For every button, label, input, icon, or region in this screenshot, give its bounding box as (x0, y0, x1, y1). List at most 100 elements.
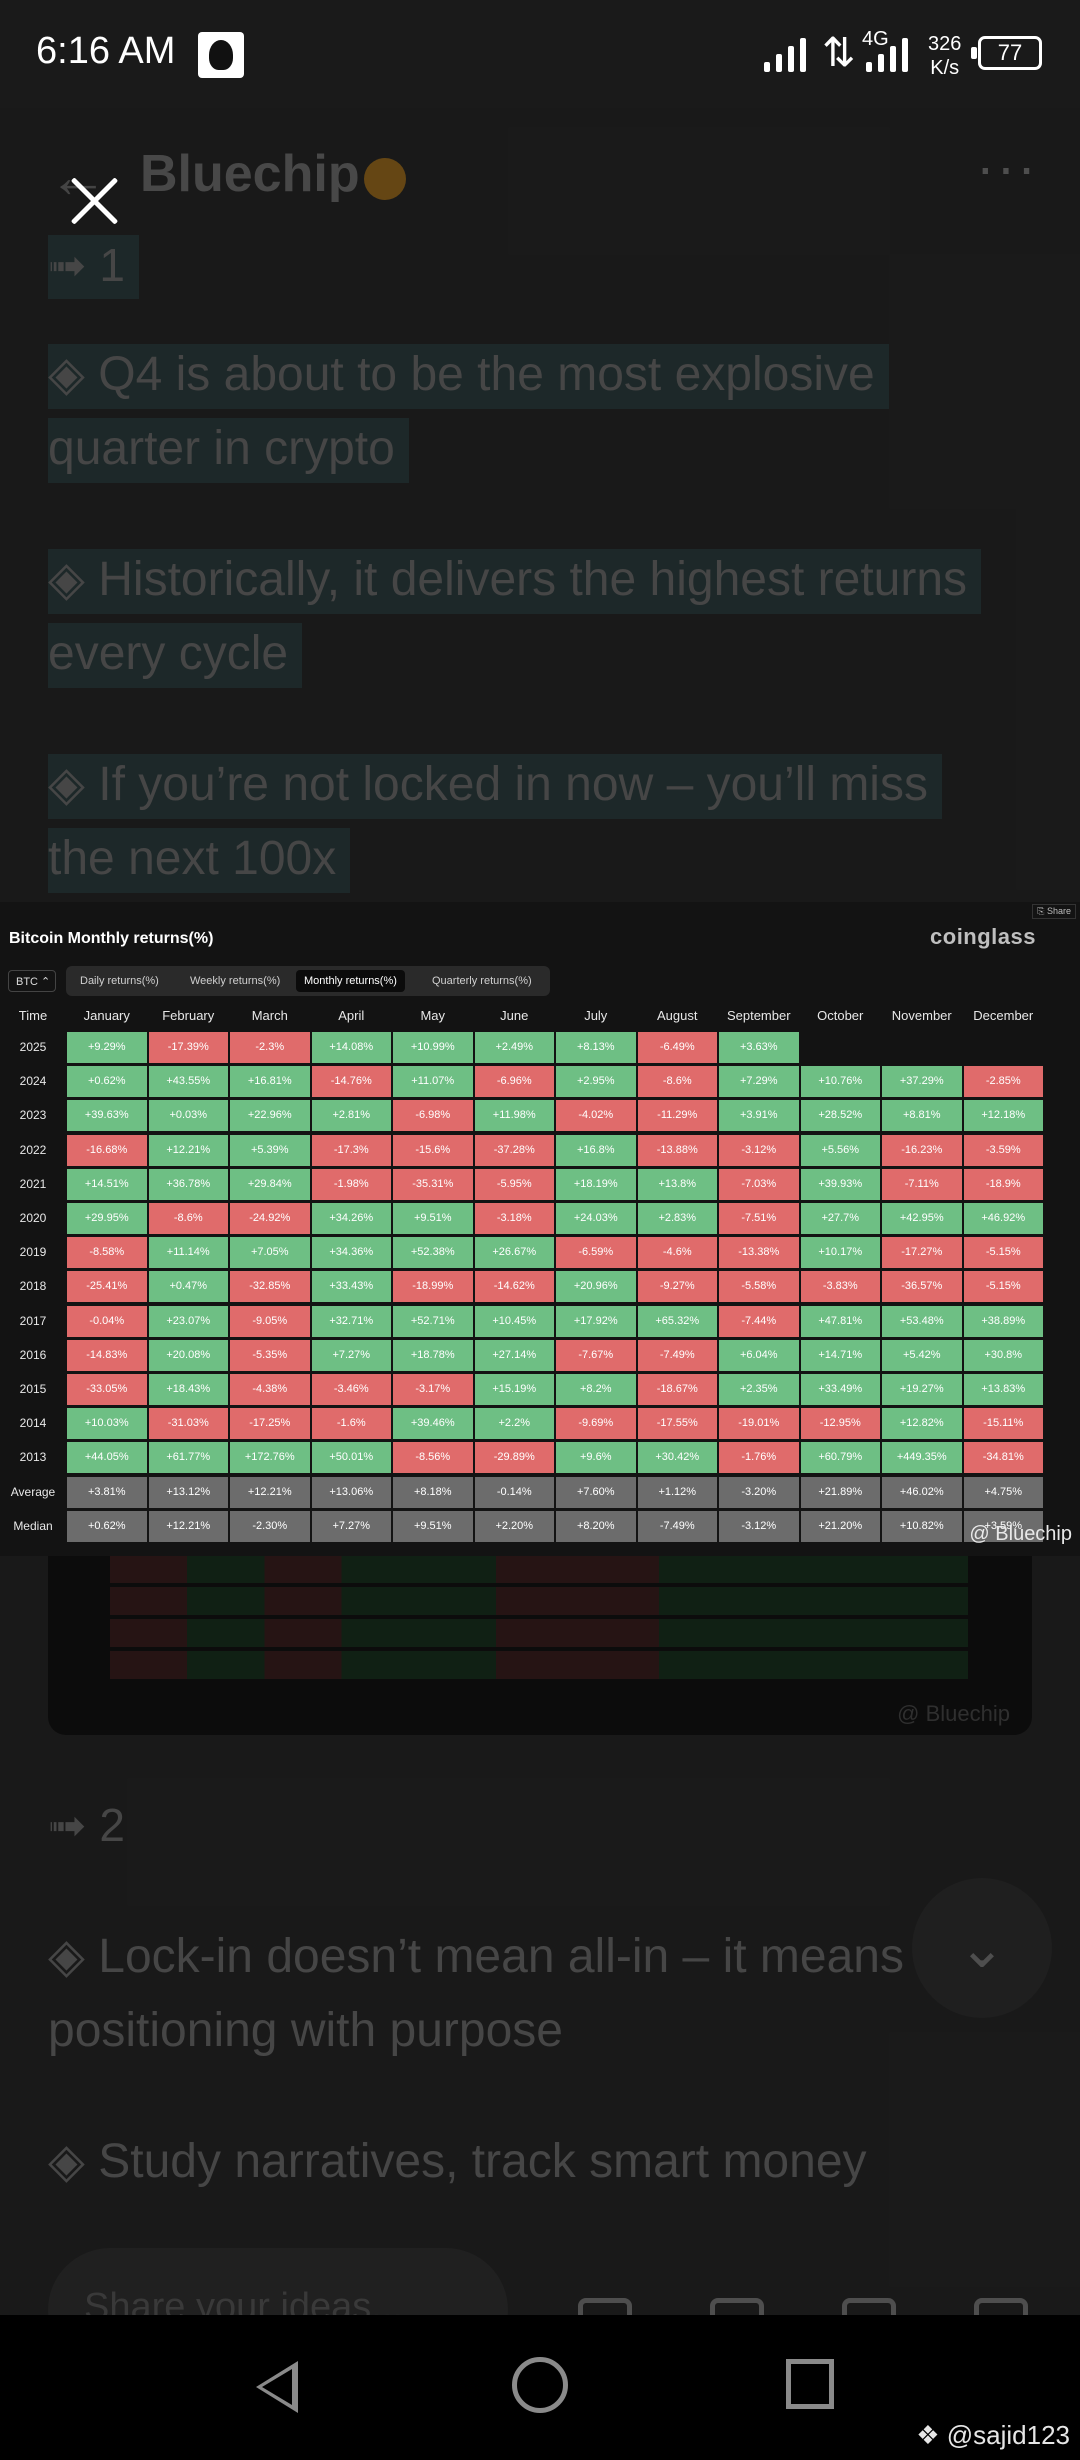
row-label: 2024 (19, 1074, 47, 1089)
row-label: 2025 (19, 1040, 47, 1054)
return-cell: +172.76% (230, 1442, 310, 1474)
return-cell: +26.67% (474, 1237, 554, 1269)
return-cell: +12.21% (148, 1510, 228, 1542)
return-cell: -11.29% (637, 1100, 717, 1132)
article-line: ◈ Historically, it delivers the highest … (48, 549, 982, 614)
return-cell: +2.83% (637, 1203, 717, 1234)
return-cell: -6.49% (637, 1032, 717, 1063)
return-cell: +18.43% (148, 1374, 228, 1405)
article-line: quarter in crypto (48, 418, 409, 483)
return-cell: +8.20% (556, 1510, 636, 1542)
article-line: the next 100x (48, 828, 351, 893)
return-cell: +10.45% (474, 1305, 554, 1337)
return-cell: -24.92% (230, 1203, 310, 1234)
return-cell: -0.04% (67, 1305, 147, 1337)
article-line: ◈ Lock-in doesn’t mean all-in – it means (48, 1930, 904, 1983)
return-cell: +8.81% (882, 1100, 962, 1132)
tab-monthly[interactable]: Monthly returns(%) (296, 970, 405, 992)
return-cell: +37.29% (882, 1066, 962, 1098)
return-cell: +2.20% (474, 1510, 554, 1542)
return-cell: +20.96% (556, 1271, 636, 1303)
return-cell: +5.42% (882, 1339, 962, 1371)
return-cell: -1.6% (311, 1408, 391, 1440)
tab-daily[interactable]: Daily returns(%) (80, 975, 159, 987)
return-cell: -17.27% (882, 1237, 962, 1269)
return-cell: -8.6% (148, 1203, 228, 1234)
return-cell: +3.63% (719, 1032, 799, 1063)
return-cell: +10.82% (882, 1510, 962, 1542)
coin-select[interactable]: BTC ⌃ (8, 970, 56, 992)
return-cell: +27.14% (474, 1339, 554, 1371)
return-cell: +9.51% (393, 1203, 473, 1234)
return-cell: -13.88% (637, 1134, 717, 1166)
nav-home-icon[interactable] (512, 2357, 568, 2413)
return-cell: -5.15% (963, 1237, 1043, 1269)
return-cell: +0.03% (148, 1100, 228, 1132)
article-line: ◈ Study narratives, track smart money (48, 2135, 867, 2188)
return-cell: -6.96% (474, 1066, 554, 1098)
app-notification-icon (198, 32, 244, 78)
return-cell: +10.76% (800, 1066, 880, 1098)
nav-back-icon[interactable] (248, 2359, 298, 2415)
return-cell: +33.43% (311, 1271, 391, 1303)
return-cell: -2.3% (230, 1032, 310, 1063)
return-cell: -19.01% (719, 1408, 799, 1440)
return-cell: +34.36% (311, 1237, 391, 1269)
return-cell: +19.27% (882, 1374, 962, 1405)
return-cell: +60.79% (800, 1442, 880, 1474)
clock: 6:16 AM (36, 30, 176, 72)
row-label: 2022 (19, 1142, 47, 1157)
return-cell: -31.03% (148, 1408, 228, 1440)
section-marker-1: ➟ 1 (48, 235, 139, 299)
return-cell: -7.67% (556, 1339, 636, 1371)
return-cell: +16.8% (556, 1134, 636, 1166)
return-cell: -14.62% (474, 1271, 554, 1303)
bluechip-watermark: @ Bluechip (969, 1523, 1072, 1545)
column-header-time: Time (18, 1008, 48, 1023)
return-cell: +7.27% (311, 1510, 391, 1542)
coinglass-logo: coinglass (930, 924, 1036, 949)
return-cell: +7.05% (230, 1237, 310, 1269)
return-cell: -17.25% (230, 1408, 310, 1440)
share-chip[interactable]: ⎘ Share (1032, 904, 1076, 919)
return-cell: +3.91% (719, 1100, 799, 1132)
tab-weekly[interactable]: Weekly returns(%) (190, 975, 281, 987)
return-cell: +21.89% (800, 1476, 880, 1508)
scroll-down-button[interactable]: ⌄ (912, 1878, 1052, 2018)
return-cell: -7.44% (719, 1305, 799, 1337)
return-cell: +2.35% (719, 1374, 799, 1405)
return-cell: +2.81% (311, 1100, 391, 1132)
return-cell: +39.93% (800, 1168, 880, 1200)
article-line: ◈ If you’re not locked in now – you’ll m… (48, 754, 942, 819)
return-cell: +30.8% (963, 1339, 1043, 1371)
nav-recents-icon[interactable] (786, 2359, 834, 2409)
return-cell: -8.6% (637, 1066, 717, 1098)
page-watermark: ❖ @sajid123 (916, 2420, 1070, 2450)
return-cell: +9.29% (67, 1032, 147, 1063)
more-options-icon[interactable]: ··· (976, 135, 1038, 198)
return-cell: -3.18% (474, 1203, 554, 1234)
return-cell: -9.27% (637, 1271, 717, 1303)
article-line: ◈ Q4 is about to be the most explosive (48, 344, 889, 409)
tab-quarterly[interactable]: Quarterly returns(%) (432, 975, 532, 987)
column-header: February (162, 1008, 215, 1023)
return-cell: -3.12% (719, 1134, 799, 1166)
return-cell: +46.92% (963, 1203, 1043, 1234)
return-cell: +449.35% (882, 1442, 962, 1474)
return-cell: -4.02% (556, 1100, 636, 1132)
return-cell: -12.95% (800, 1408, 880, 1440)
returns-tabs: Daily returns(%) Weekly returns(%) Month… (66, 966, 550, 996)
return-cell: +10.99% (393, 1032, 473, 1063)
return-cell: +28.52% (800, 1100, 880, 1132)
return-cell: +13.8% (637, 1168, 717, 1200)
return-cell: +11.98% (474, 1100, 554, 1132)
author-name[interactable]: Bluechip (140, 145, 360, 203)
return-cell: -18.9% (963, 1168, 1043, 1200)
return-cell: -3.83% (800, 1271, 880, 1303)
return-cell: +7.27% (311, 1339, 391, 1371)
return-cell: -14.83% (67, 1339, 147, 1371)
article-line: every cycle (48, 623, 303, 688)
close-icon[interactable] (70, 176, 120, 226)
return-cell: -3.59% (963, 1134, 1043, 1166)
return-cell: +0.62% (67, 1066, 147, 1098)
